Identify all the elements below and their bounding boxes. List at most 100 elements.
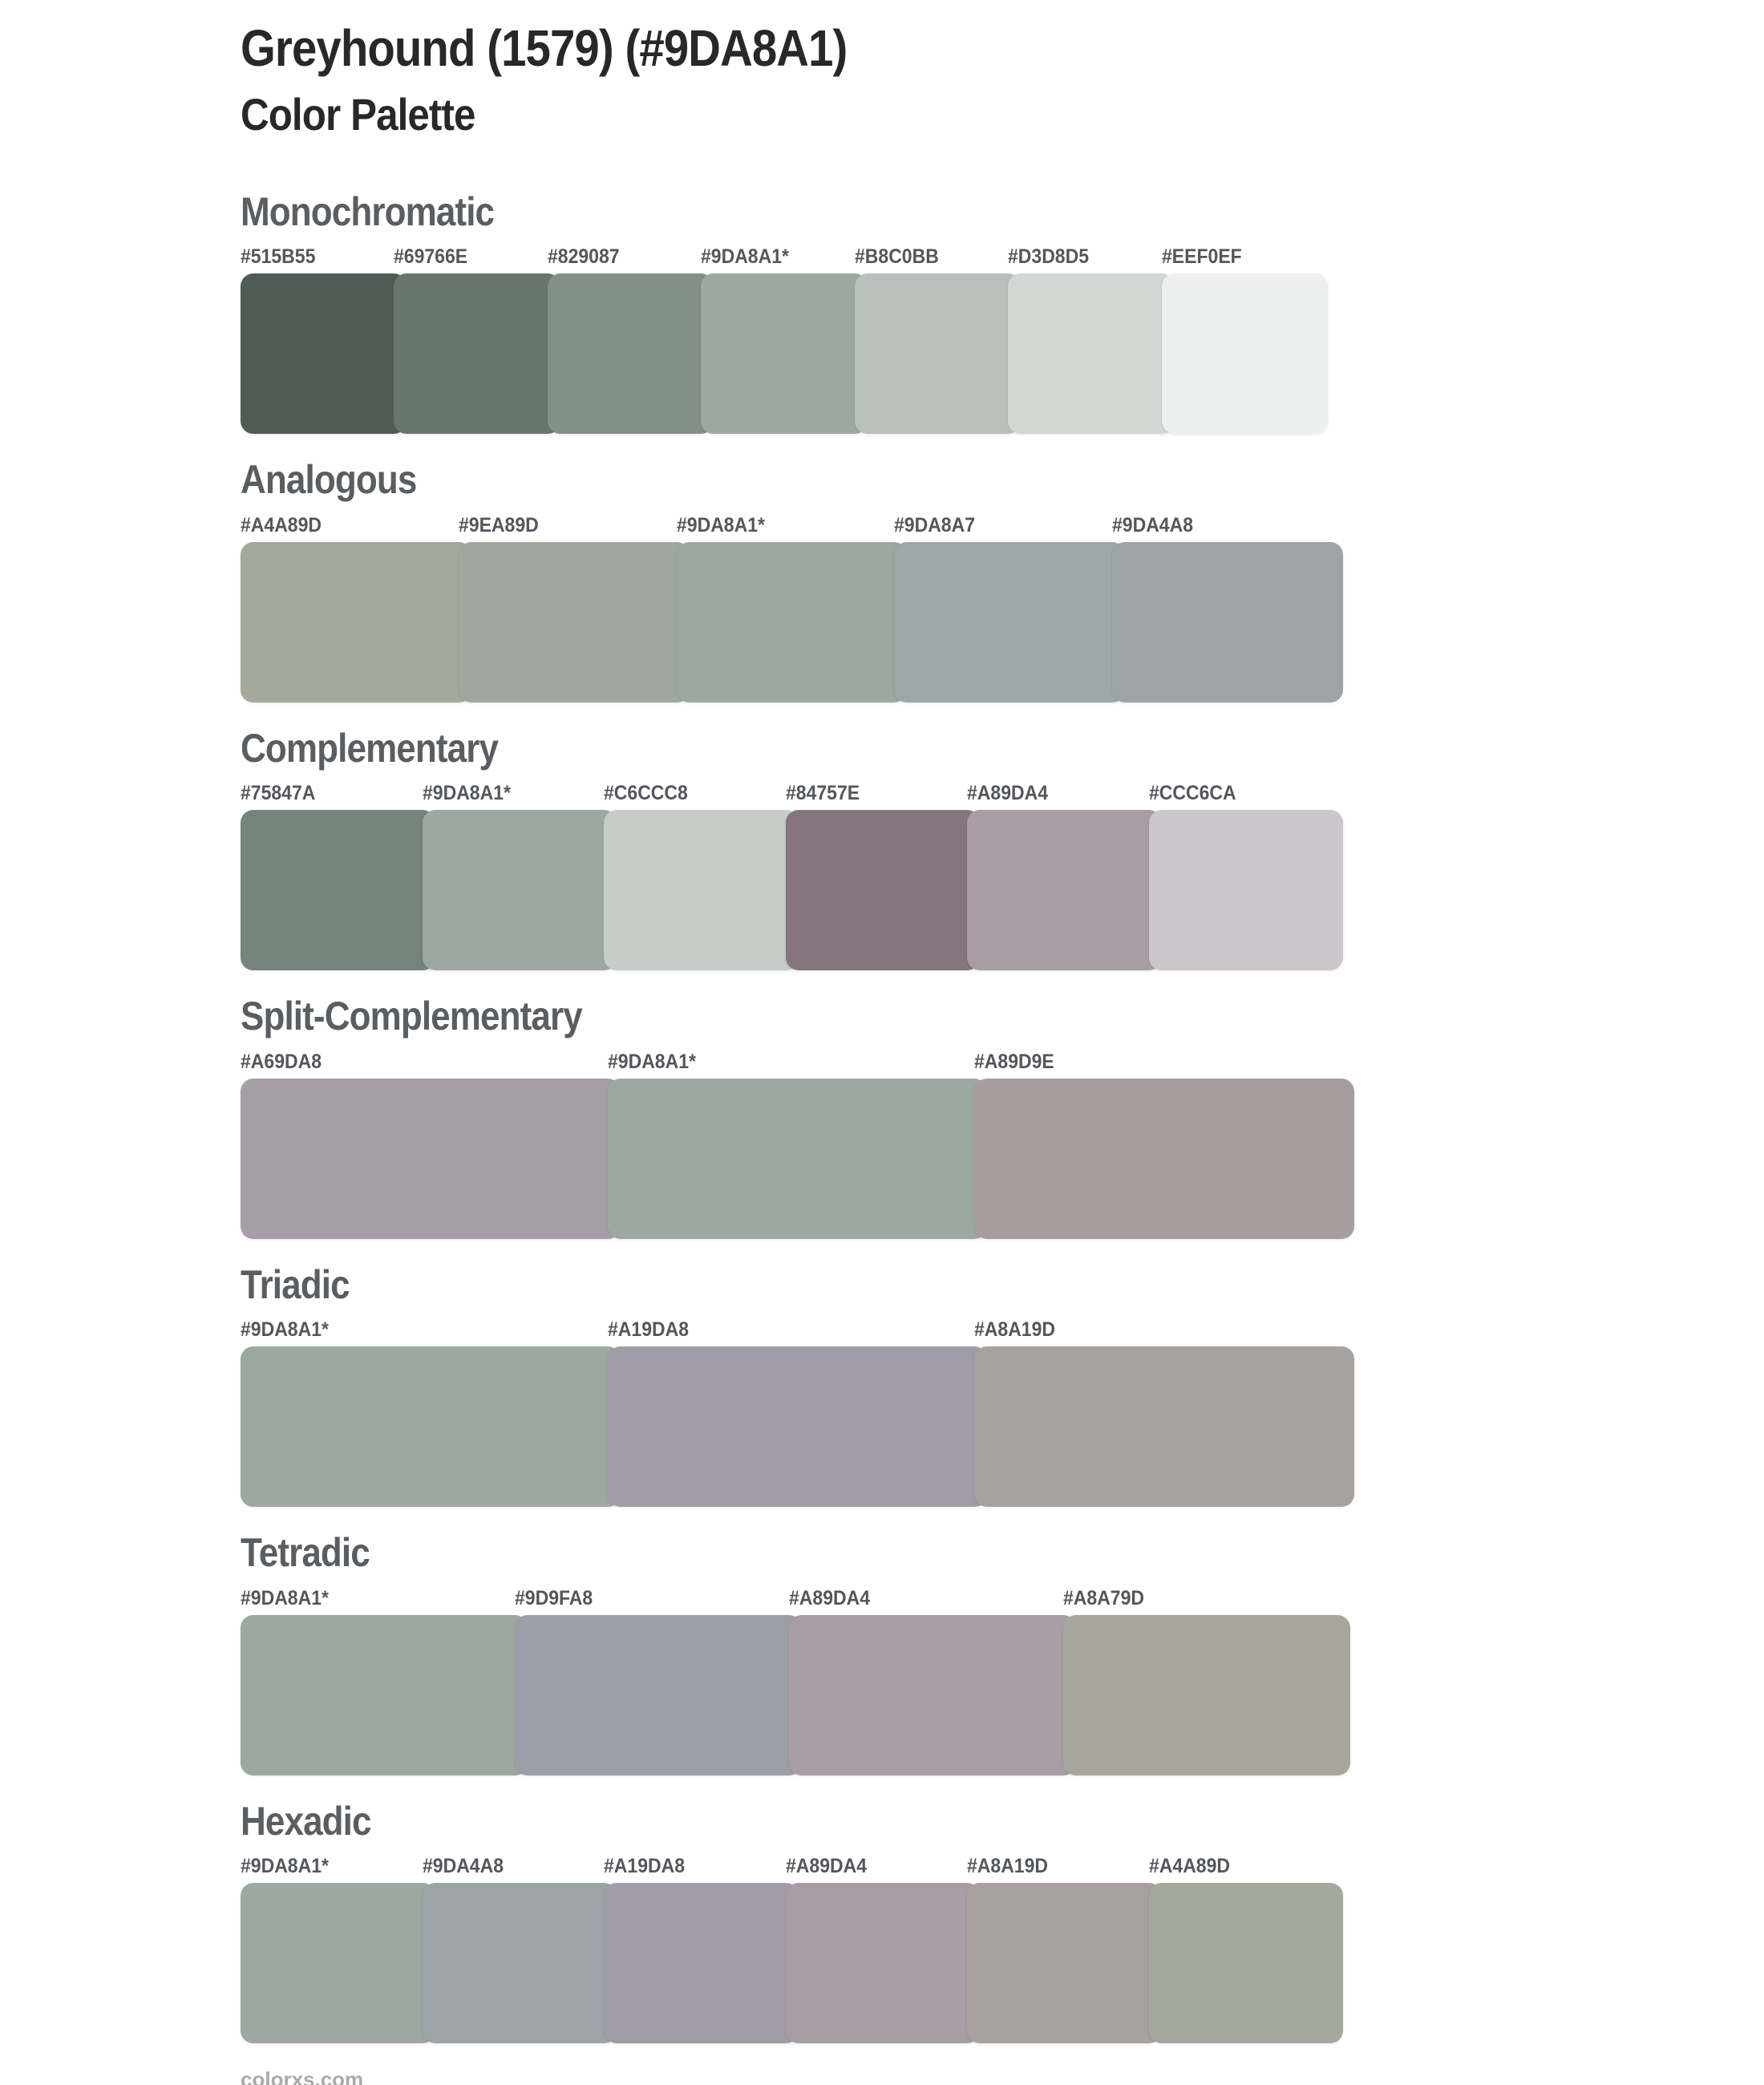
palette-section: Complementary #75847A #9DA8A1* #C6CCC8 #847… bbox=[241, 726, 1764, 971]
palette-section: Tetradic #9DA8A1* #9D9FA8 #A89DA4 #A8A79D bbox=[241, 1530, 1764, 1775]
swatch-color[interactable] bbox=[458, 541, 690, 702]
swatch: #9DA8A1* bbox=[607, 1050, 988, 1239]
swatch-color[interactable] bbox=[785, 810, 980, 971]
swatch-hex-label: #B8C0BB bbox=[854, 245, 939, 269]
swatch-hex-label: #75847A bbox=[241, 782, 316, 805]
swatch-color[interactable] bbox=[1148, 810, 1343, 971]
swatch-color[interactable] bbox=[789, 1614, 1076, 1775]
swatch-color[interactable] bbox=[1112, 541, 1343, 702]
swatch-row: #A69DA8 #9DA8A1* #A89D9E bbox=[241, 1050, 1355, 1239]
palette-section: Triadic #9DA8A1* #A19DA8 #A8A19D bbox=[241, 1262, 1764, 1508]
swatch-hex-label: #A89D9E bbox=[974, 1050, 1055, 1073]
swatch-color[interactable] bbox=[1148, 1883, 1343, 2044]
swatch-row: #75847A #9DA8A1* #C6CCC8 #84757E #A89DA4 #CCC… bbox=[241, 781, 1343, 971]
swatch-hex-label: #A8A79D bbox=[1063, 1586, 1144, 1609]
swatch-hex-label: #9DA8A1* bbox=[241, 1855, 329, 1878]
swatch-color[interactable] bbox=[241, 541, 471, 702]
swatch-hex-label: #EEF0EF bbox=[1161, 245, 1242, 269]
swatch-color[interactable] bbox=[607, 1346, 988, 1508]
swatch-color[interactable] bbox=[1161, 273, 1328, 435]
section-heading: Split-Complementary bbox=[241, 994, 583, 1039]
swatch-color[interactable] bbox=[241, 273, 407, 435]
swatch-hex-label: #9DA8A1* bbox=[241, 1586, 329, 1609]
footer: colorxs.com bbox=[241, 2067, 1764, 2085]
palette-section: Analogous #A4A89D #9EA89D #9DA8A1* #9DA8A7 #… bbox=[241, 457, 1764, 702]
swatch-color[interactable] bbox=[241, 1614, 528, 1775]
swatch-hex-label: #A89DA4 bbox=[967, 782, 1048, 805]
swatch-hex-label: #A8A19D bbox=[967, 1855, 1048, 1878]
swatch: #9DA4A8 bbox=[1112, 513, 1343, 702]
swatch-hex-label: #515B55 bbox=[241, 245, 316, 269]
swatch: #A8A79D bbox=[1063, 1586, 1350, 1775]
swatch-hex-label: #A8A19D bbox=[974, 1318, 1056, 1342]
swatch: #A69DA8 bbox=[241, 1050, 621, 1239]
section-heading: Hexadic bbox=[241, 1798, 371, 1844]
swatch: #9DA8A1* bbox=[241, 1854, 435, 2044]
section-heading: Tetradic bbox=[241, 1530, 370, 1576]
swatch-hex-label: #A19DA8 bbox=[607, 1318, 689, 1342]
swatch-hex-label: #A4A89D bbox=[1148, 1855, 1230, 1878]
swatch: #84757E bbox=[785, 781, 980, 971]
swatch: #D3D8D5 bbox=[1008, 245, 1175, 435]
swatch-color[interactable] bbox=[967, 1883, 1162, 2044]
swatch-row: #9DA8A1* #9D9FA8 #A89DA4 #A8A79D bbox=[241, 1586, 1350, 1775]
swatch-color[interactable] bbox=[974, 1078, 1355, 1239]
swatch: #A89DA4 bbox=[967, 781, 1162, 971]
swatch-color[interactable] bbox=[394, 273, 560, 435]
swatch-color[interactable] bbox=[967, 810, 1162, 971]
swatch-color[interactable] bbox=[241, 1346, 621, 1508]
swatch-color[interactable] bbox=[894, 541, 1126, 702]
swatch-hex-label: #A19DA8 bbox=[604, 1855, 685, 1878]
swatch-color[interactable] bbox=[974, 1346, 1355, 1508]
swatch: #A89DA4 bbox=[785, 1854, 980, 2044]
section-heading: Triadic bbox=[241, 1261, 350, 1307]
swatch-hex-label: #9D9FA8 bbox=[515, 1586, 593, 1609]
swatch-hex-label: #A89DA4 bbox=[785, 1855, 867, 1878]
swatch: #A19DA8 bbox=[604, 1854, 799, 2044]
swatch-color[interactable] bbox=[241, 810, 435, 971]
section-heading: Monochromatic bbox=[241, 188, 495, 234]
swatch-color[interactable] bbox=[241, 1078, 621, 1239]
swatch-hex-label: #9EA89D bbox=[458, 513, 539, 536]
swatch: #A89DA4 bbox=[789, 1586, 1076, 1775]
swatch: #9DA8A7 bbox=[894, 513, 1126, 702]
swatch-hex-label: #69766E bbox=[394, 245, 468, 269]
swatch: #9EA89D bbox=[458, 513, 690, 702]
swatch: #9DA8A1* bbox=[422, 781, 617, 971]
palette-section: Hexadic #9DA8A1* #9DA4A8 #A19DA8 #A89DA4 #A8… bbox=[241, 1799, 1764, 2044]
swatch-row: #9DA8A1* #A19DA8 #A8A19D bbox=[241, 1318, 1355, 1508]
swatch: #9DA4A8 bbox=[422, 1854, 617, 2044]
swatch-hex-label: #9DA8A1* bbox=[701, 245, 790, 269]
swatch-color[interactable] bbox=[854, 273, 1022, 435]
swatch: #515B55 bbox=[241, 245, 407, 435]
swatch-color[interactable] bbox=[241, 1883, 435, 2044]
swatch-color[interactable] bbox=[515, 1614, 802, 1775]
swatch: #9DA8A1* bbox=[676, 513, 908, 702]
swatch-hex-label: #A89DA4 bbox=[789, 1586, 870, 1609]
swatch-hex-label: #D3D8D5 bbox=[1008, 245, 1090, 269]
swatch-color[interactable] bbox=[1063, 1614, 1350, 1775]
section-heading: Analogous bbox=[241, 457, 417, 503]
swatch-color[interactable] bbox=[422, 1883, 617, 2044]
swatch-color[interactable] bbox=[604, 810, 799, 971]
swatch-row: #9DA8A1* #9DA4A8 #A19DA8 #A89DA4 #A8A19D #A4A… bbox=[241, 1854, 1343, 2044]
swatch-color[interactable] bbox=[422, 810, 617, 971]
swatch-hex-label: #C6CCC8 bbox=[604, 782, 688, 805]
swatch-color[interactable] bbox=[607, 1078, 988, 1239]
swatch-color[interactable] bbox=[676, 541, 908, 702]
swatch-row: #A4A89D #9EA89D #9DA8A1* #9DA8A7 #9DA4A8 bbox=[241, 513, 1343, 702]
swatch: #9D9FA8 bbox=[515, 1586, 802, 1775]
swatch-hex-label: #9DA8A1* bbox=[676, 513, 765, 536]
swatch-hex-label: #9DA8A1* bbox=[241, 1318, 329, 1342]
swatch-hex-label: #9DA8A1* bbox=[607, 1050, 696, 1073]
swatch-color[interactable] bbox=[1008, 273, 1175, 435]
swatch: #C6CCC8 bbox=[604, 781, 799, 971]
swatch-hex-label: #9DA8A1* bbox=[422, 782, 511, 805]
swatch-color[interactable] bbox=[547, 273, 714, 435]
swatch-color[interactable] bbox=[604, 1883, 799, 2044]
swatch: #CCC6CA bbox=[1148, 781, 1343, 971]
swatch-color[interactable] bbox=[785, 1883, 980, 2044]
swatch-color[interactable] bbox=[701, 273, 868, 435]
swatch: #A4A89D bbox=[241, 513, 471, 702]
